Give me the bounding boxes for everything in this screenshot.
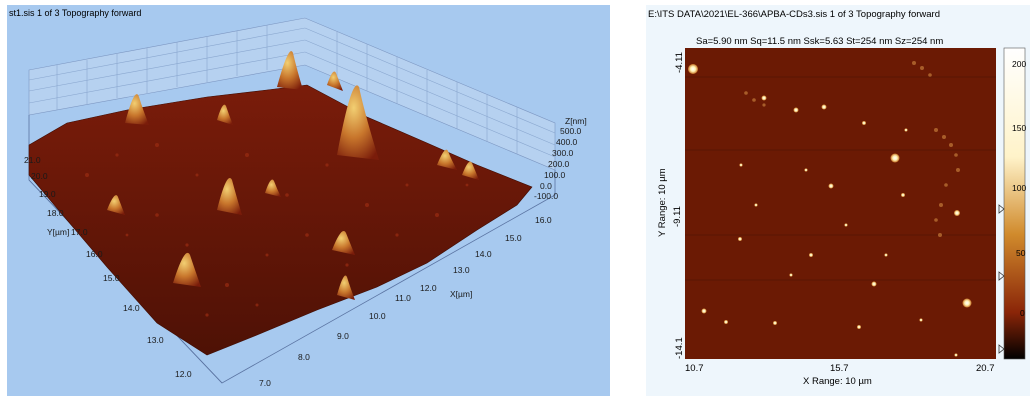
z-tick: -100.0 — [534, 191, 559, 201]
x-tick: 14.0 — [475, 249, 492, 259]
z-tick: 100.0 — [544, 170, 566, 180]
x-tick: 9.0 — [337, 331, 349, 341]
particles — [688, 64, 972, 357]
z-tick: 500.0 — [560, 126, 582, 136]
topography-2d-panel: E:\ITS DATA\2021\EL-366\APBA-CDs3.sis 1 … — [646, 5, 1030, 396]
x-tick: 11.0 — [395, 293, 411, 303]
x-tick: 10.0 — [369, 311, 386, 321]
topography-3d-panel: st1.sis 1 of 3 Topography forward — [7, 5, 610, 396]
y-tick: 13.0 — [147, 335, 164, 345]
y-tick: 21.0 — [24, 155, 41, 165]
x-tick: 16.0 — [535, 215, 552, 225]
colorbar — [1003, 47, 1026, 360]
x-tick: 12.0 — [420, 283, 437, 293]
y-tick: 17.0 — [71, 227, 88, 237]
x-tick: 8.0 — [298, 352, 310, 362]
x-tick: 13.0 — [453, 265, 470, 275]
x-tick-right: 20.7 — [976, 363, 995, 374]
z-tick: 0.0 — [540, 181, 552, 191]
x-range-label: X Range: 10 µm — [803, 376, 872, 387]
x-axis-label: X[µm] — [450, 289, 473, 299]
afm-image — [685, 48, 996, 359]
colorbar-tick: 50 — [1016, 248, 1026, 258]
surface-peaks — [107, 51, 479, 300]
y-axis-label: Y[µm] — [47, 227, 70, 237]
y-tick: 14.0 — [123, 303, 140, 313]
y-tick: 16.0 — [86, 249, 103, 259]
y-tick-bottom: -14.1 — [674, 337, 685, 359]
surface-texture — [85, 143, 469, 317]
y-tick: 19.0 — [39, 189, 56, 199]
y-tick-mid: -9.11 — [672, 206, 683, 227]
panel-title-3d: st1.sis 1 of 3 Topography forward — [9, 8, 142, 18]
surface-2d-plot — [685, 47, 1026, 360]
z-tick: 300.0 — [552, 148, 574, 158]
colorbar-tick: 150 — [1012, 123, 1027, 133]
x-tick-mid: 15.7 — [830, 363, 849, 374]
x-tick: 15.0 — [505, 233, 522, 243]
colorbar-tick: 0 — [1020, 308, 1025, 318]
z-tick: 200.0 — [548, 159, 570, 169]
surface-3d-plot — [28, 17, 556, 384]
y-tick: 18.0 — [47, 208, 64, 218]
colorbar-tick: 100 — [1012, 183, 1027, 193]
roughness-stats: Sa=5.90 nm Sq=11.5 nm Ssk=5.63 St=254 nm… — [696, 36, 944, 47]
y-tick: 12.0 — [175, 369, 192, 379]
y-tick-top: -4.11 — [674, 52, 685, 73]
x-tick-left: 10.7 — [685, 363, 704, 374]
y-tick: 15.0 — [103, 273, 120, 283]
z-tick: 400.0 — [556, 137, 578, 147]
panel-title-2d: E:\ITS DATA\2021\EL-366\APBA-CDs3.sis 1 … — [648, 9, 940, 20]
y-range-label: Y Range: 10 µm — [657, 168, 668, 237]
z-axis-label: Z[nm] — [565, 116, 587, 126]
surface — [28, 84, 533, 356]
y-tick: 20.0 — [31, 171, 48, 181]
x-tick: 7.0 — [259, 378, 271, 388]
colorbar-tick: 200 — [1012, 59, 1027, 69]
